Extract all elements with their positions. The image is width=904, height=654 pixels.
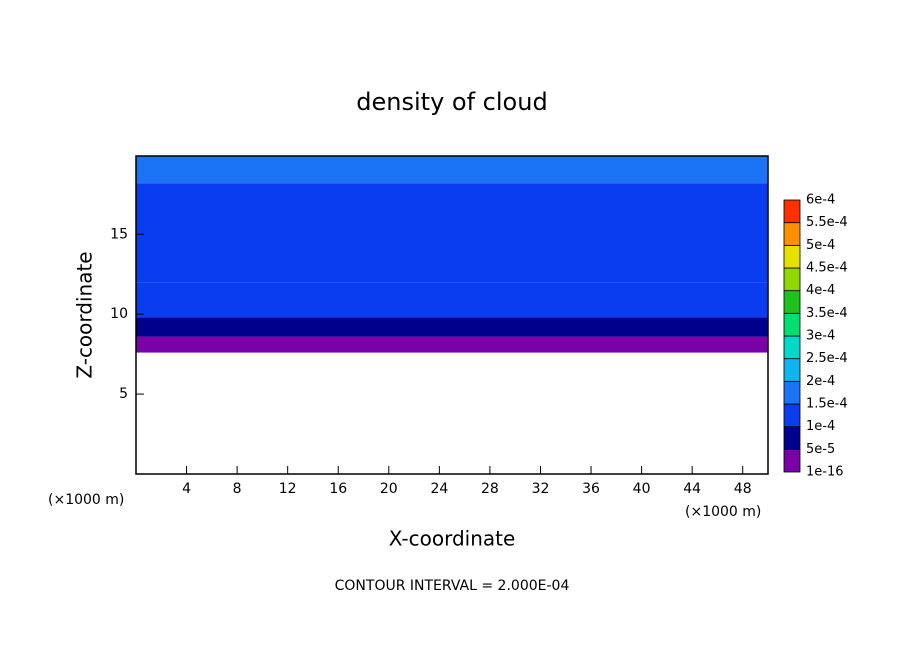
- colorbar-label: 6e-4: [806, 193, 835, 208]
- x-tick-label: 8: [233, 481, 242, 497]
- contour-band: [136, 317, 768, 337]
- contour-note: CONTOUR INTERVAL = 2.000E-04: [335, 578, 570, 594]
- chart-title: density of cloud: [356, 88, 547, 116]
- x-tick-label: 28: [481, 481, 499, 497]
- colorbar-label: 1e-4: [806, 419, 835, 434]
- colorbar-swatch: [783, 426, 801, 450]
- x-tick-label: 48: [734, 481, 752, 497]
- colorbar-label: 5e-4: [806, 238, 835, 253]
- contour-band: [136, 156, 768, 184]
- colorbar-label: 2e-4: [806, 374, 835, 389]
- x-tick-label: 4: [182, 481, 191, 497]
- colorbar-label: 4e-4: [806, 283, 835, 298]
- colorbar-label: 5e-5: [806, 442, 835, 457]
- colorbar-swatch: [783, 267, 801, 292]
- contour-band: [136, 336, 768, 353]
- colorbar-label: 2.5e-4: [806, 351, 848, 366]
- colorbar-swatch: [783, 335, 801, 360]
- y-axis-label: Z-coordinate: [73, 251, 97, 378]
- y-tick-label: 15: [110, 226, 128, 242]
- colorbar-label: 3.5e-4: [806, 306, 848, 321]
- colorbar-swatch: [783, 403, 801, 428]
- colorbar-swatch: [783, 199, 801, 224]
- colorbar-label: 4.5e-4: [806, 261, 848, 276]
- x-tick-label: 16: [329, 481, 347, 497]
- y-tick-label: 5: [119, 386, 128, 402]
- x-tick-label: 12: [279, 481, 297, 497]
- x-tick-label: 44: [683, 481, 701, 497]
- colorbar-swatch: [783, 290, 801, 314]
- colorbar-swatch: [783, 222, 801, 246]
- colorbar-swatch: [783, 312, 801, 337]
- colorbar-swatch: [783, 244, 801, 269]
- colorbar-label: 5.5e-4: [806, 215, 848, 230]
- colorbar-swatch: [783, 380, 801, 405]
- contour-band: [136, 183, 768, 283]
- contour-band: [136, 282, 768, 318]
- plot-frame: [135, 155, 769, 475]
- y-tick-label: 10: [110, 306, 128, 322]
- colorbar-label: 1.5e-4: [806, 397, 848, 412]
- colorbar-label: 1e-16: [806, 465, 844, 480]
- colorbar-label: 3e-4: [806, 329, 835, 344]
- x-tick-label: 20: [380, 481, 398, 497]
- x-tick-label: 32: [532, 481, 550, 497]
- x-tick-label: 24: [430, 481, 448, 497]
- colorbar-swatch: [783, 448, 801, 473]
- colorbar-swatch: [783, 358, 801, 382]
- x-tick-label: 40: [633, 481, 651, 497]
- y-unit: (×1000 m): [48, 492, 124, 508]
- x-axis-label: X-coordinate: [389, 527, 516, 551]
- x-tick-label: 36: [582, 481, 600, 497]
- x-unit: (×1000 m): [685, 504, 761, 520]
